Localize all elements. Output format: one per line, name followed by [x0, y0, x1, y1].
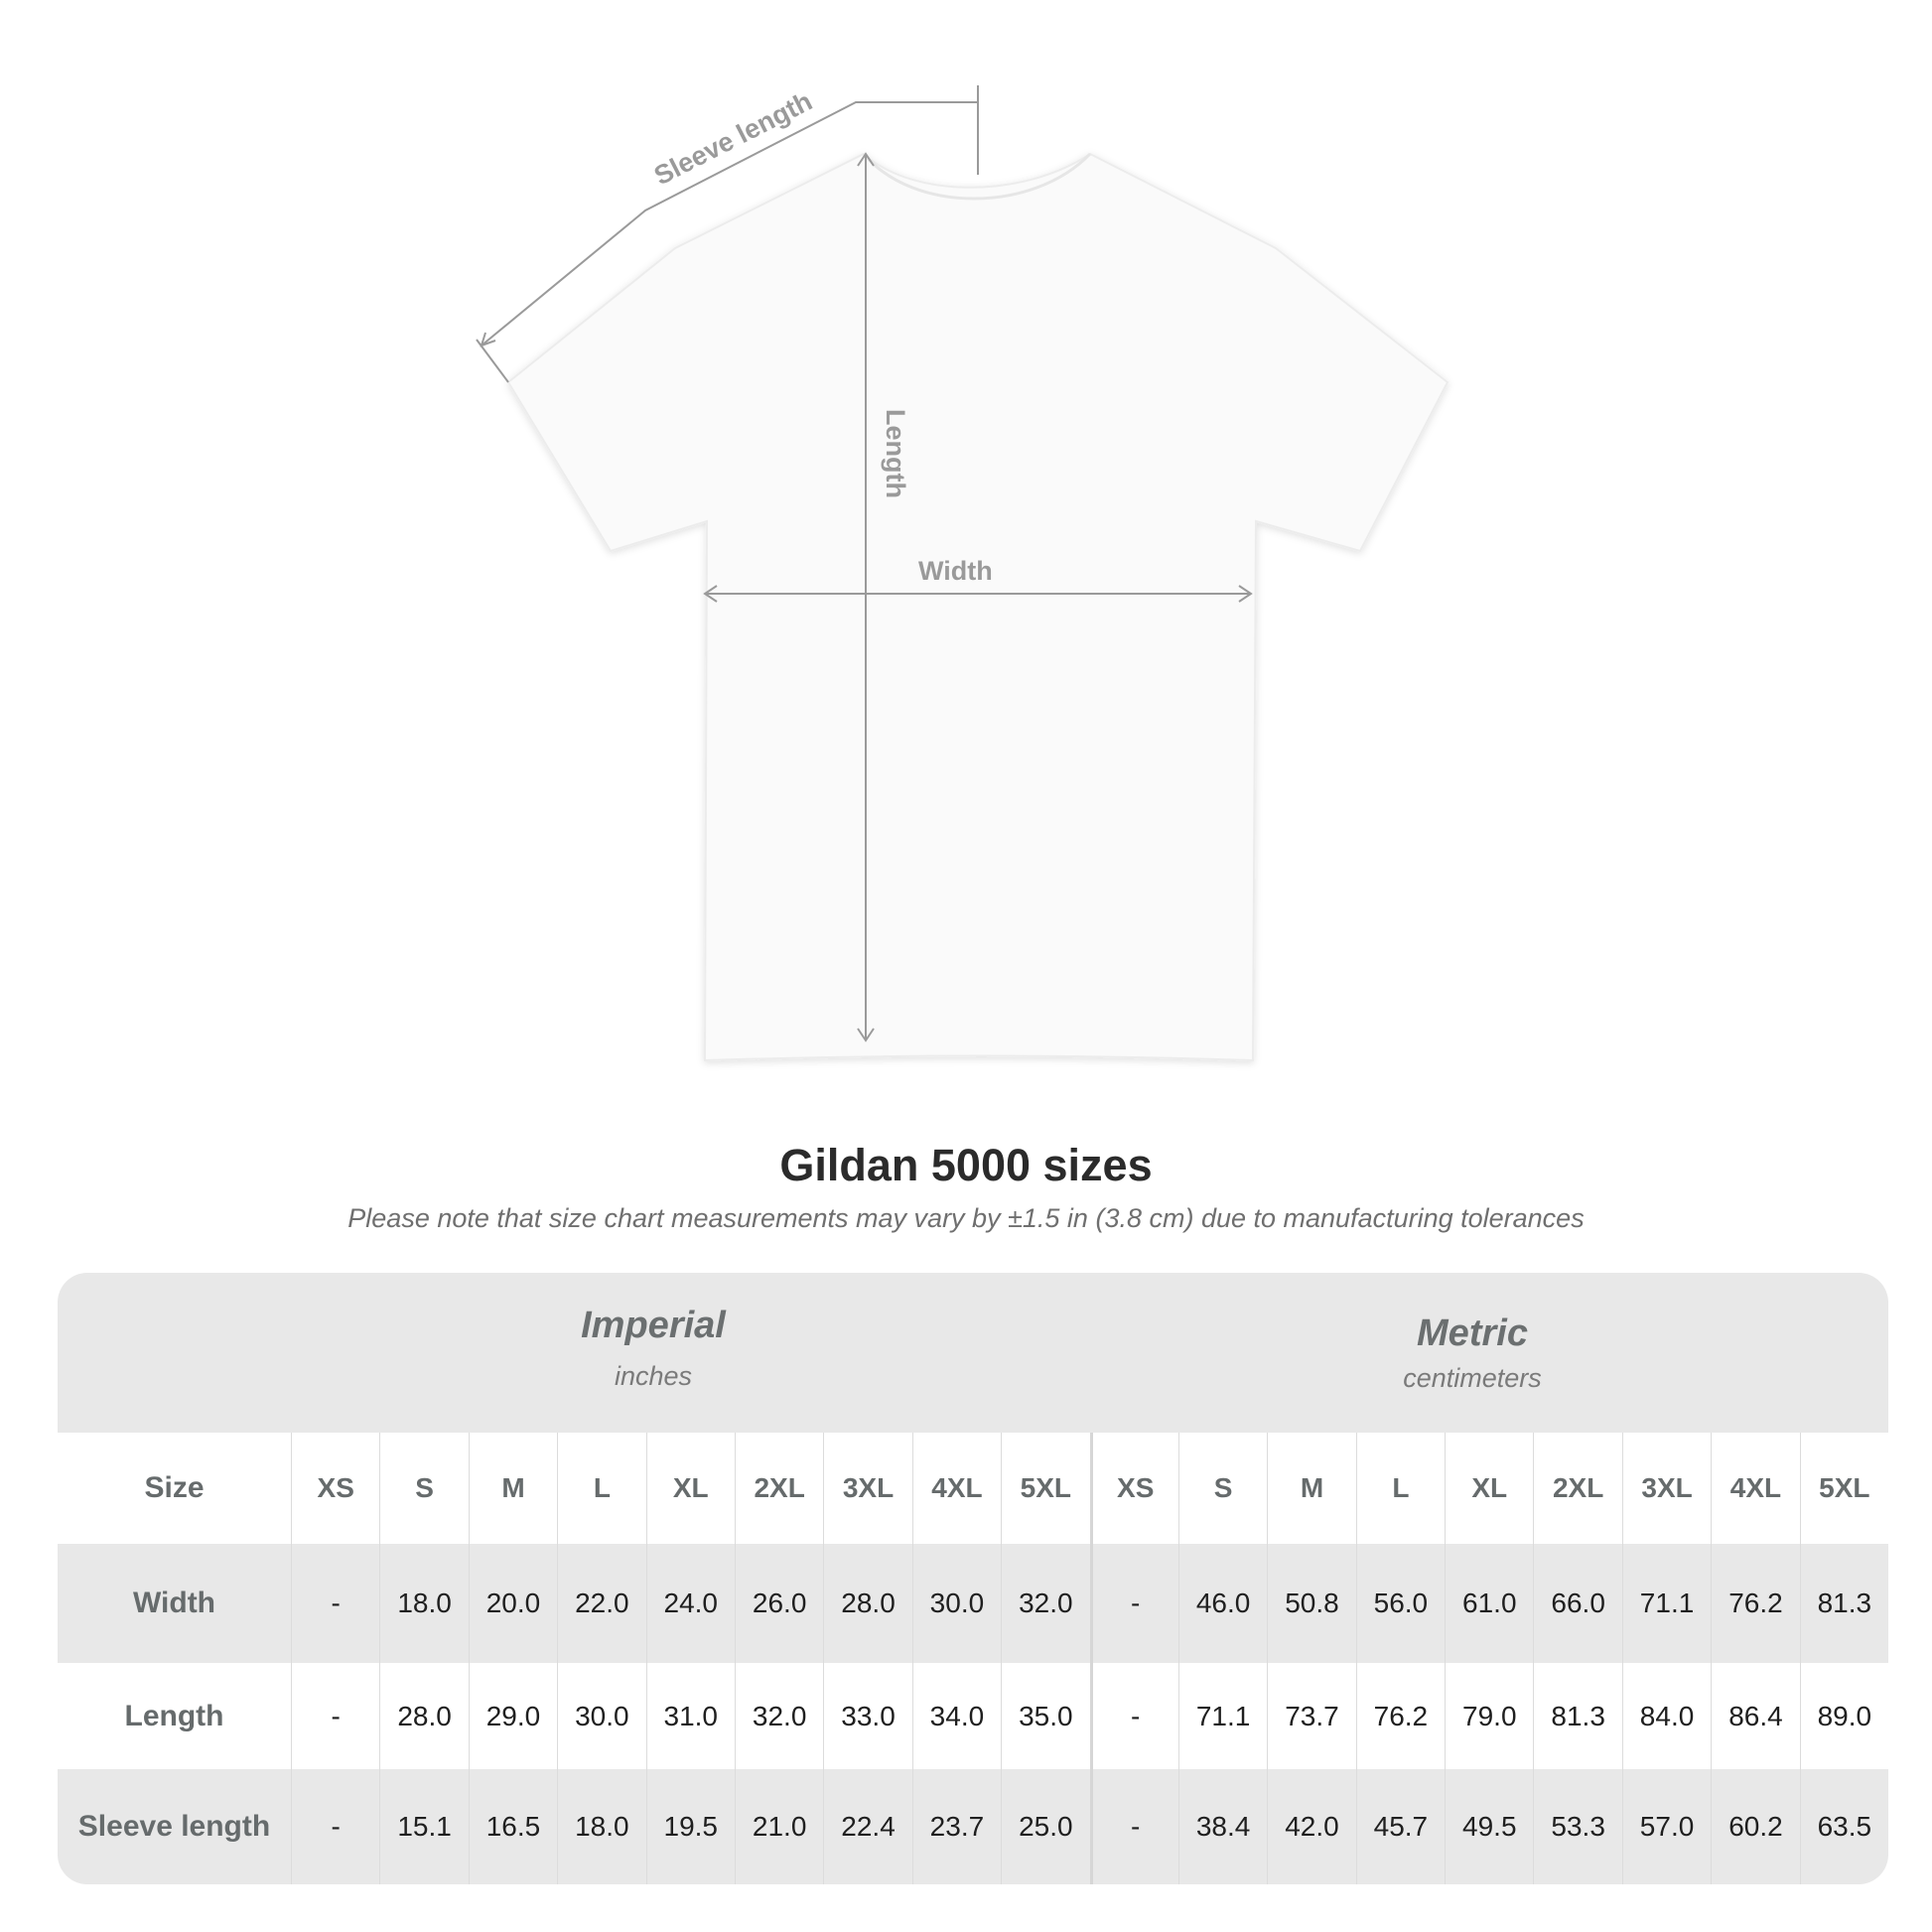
table-cell-imperial: 32.0: [734, 1663, 823, 1769]
table-cell-imperial: 31.0: [645, 1663, 735, 1769]
table-cell-imperial: 28.0: [823, 1544, 911, 1663]
metric-title: Metric: [1417, 1312, 1528, 1354]
size-header-metric: L: [1355, 1433, 1445, 1544]
size-header-metric: M: [1267, 1433, 1355, 1544]
size-header-imperial: L: [557, 1433, 645, 1544]
table-cell-metric: 50.8: [1267, 1544, 1355, 1663]
tshirt-diagram: Sleeve length Length Width: [476, 85, 1449, 1062]
table-cell-metric: -: [1089, 1544, 1178, 1663]
table-cell-metric: 61.0: [1445, 1544, 1533, 1663]
table-cell-metric: 53.3: [1533, 1769, 1621, 1884]
size-header-metric: 4XL: [1711, 1433, 1799, 1544]
table-cell-metric: 79.0: [1445, 1663, 1533, 1769]
table-cell-metric: 76.2: [1711, 1544, 1799, 1663]
table-cell-metric: 60.2: [1711, 1769, 1799, 1884]
table-cell-imperial: 29.0: [468, 1663, 557, 1769]
table-cell-metric: 46.0: [1177, 1544, 1267, 1663]
table-row: Sleeve length -15.1 16.5 18.0 19.5 21.0 22.4 23…: [58, 1769, 1888, 1884]
table-cell-imperial: 19.5: [645, 1769, 735, 1884]
table-cell-metric: -: [1089, 1663, 1178, 1769]
table-cell-metric: -: [1089, 1769, 1178, 1884]
table-cell-metric: 38.4: [1177, 1769, 1267, 1884]
table-cell-metric: 89.0: [1799, 1663, 1888, 1769]
table-cell-imperial: 20.0: [468, 1544, 557, 1663]
table-row: Width -18.0 20.0 22.0 24.0 26.0 28.0 30.0 32.0-4…: [58, 1544, 1888, 1663]
metric-header: Metric centimeters: [1174, 1312, 1770, 1394]
size-header-metric: 3XL: [1621, 1433, 1711, 1544]
size-header-metric: 2XL: [1533, 1433, 1621, 1544]
row-label: Width: [132, 1587, 216, 1619]
table-cell-metric: 86.4: [1711, 1663, 1799, 1769]
table-cell-imperial: 33.0: [823, 1663, 911, 1769]
size-header-imperial: 4XL: [911, 1433, 1001, 1544]
imperial-header: Imperial inches: [355, 1305, 951, 1392]
tolerance-note: Please note that size chart measurements…: [347, 1203, 1585, 1233]
table-cell-metric: 81.3: [1799, 1544, 1888, 1663]
size-header-metric: XL: [1445, 1433, 1533, 1544]
table-cell-imperial: 21.0: [734, 1769, 823, 1884]
row-label: Sleeve length: [77, 1810, 271, 1843]
table-cell-metric: 56.0: [1355, 1544, 1445, 1663]
table-cell-metric: 73.7: [1267, 1663, 1355, 1769]
table-cell-metric: 81.3: [1533, 1663, 1621, 1769]
table-cell-metric: 42.0: [1267, 1769, 1355, 1884]
table-cell-imperial: 30.0: [911, 1544, 1001, 1663]
size-table: Imperial inches Metric centimeters Size X…: [58, 1273, 1888, 1884]
table-cell-imperial: 25.0: [1001, 1769, 1089, 1884]
table-cell-imperial: 24.0: [645, 1544, 735, 1663]
size-header-imperial: 5XL: [1001, 1433, 1089, 1544]
table-cell-metric: 71.1: [1177, 1663, 1267, 1769]
table-cell-imperial: 18.0: [379, 1544, 468, 1663]
table-cell-metric: 49.5: [1445, 1769, 1533, 1884]
table-cell-imperial: 28.0: [379, 1663, 468, 1769]
table-cell-metric: 66.0: [1533, 1544, 1621, 1663]
table-cell-imperial: 35.0: [1001, 1663, 1089, 1769]
table-cell-imperial: -: [291, 1769, 379, 1884]
table-cell-imperial: 22.4: [823, 1769, 911, 1884]
size-header-imperial: 3XL: [823, 1433, 911, 1544]
table-cell-imperial: 15.1: [379, 1769, 468, 1884]
imperial-title: Imperial: [581, 1305, 726, 1346]
size-header-metric: 5XL: [1799, 1433, 1888, 1544]
table-cell-imperial: 30.0: [557, 1663, 645, 1769]
table-cell-imperial: 32.0: [1001, 1544, 1089, 1663]
length-label: Length: [881, 409, 910, 498]
size-header-imperial: 2XL: [734, 1433, 823, 1544]
table-cell-imperial: 18.0: [557, 1769, 645, 1884]
table-cell-metric: 71.1: [1621, 1544, 1711, 1663]
table-cell-imperial: 22.0: [557, 1544, 645, 1663]
page-title: Gildan 5000 sizes: [779, 1140, 1153, 1190]
metric-unit: centimeters: [1403, 1363, 1542, 1393]
table-cell-imperial: 26.0: [734, 1544, 823, 1663]
size-header-imperial: XL: [645, 1433, 735, 1544]
sleeve-arrow: [481, 101, 978, 346]
table-cell-metric: 84.0: [1621, 1663, 1711, 1769]
table-cell-imperial: 34.0: [911, 1663, 1001, 1769]
imperial-unit: inches: [614, 1361, 693, 1391]
tshirt-shape: [506, 152, 1449, 1062]
table-cell-metric: 63.5: [1799, 1769, 1888, 1884]
table-cell-metric: 45.7: [1355, 1769, 1445, 1884]
size-column-label: Size: [144, 1471, 205, 1504]
table-cell-imperial: 16.5: [468, 1769, 557, 1884]
table-cell-imperial: -: [291, 1663, 379, 1769]
size-header-imperial: S: [379, 1433, 468, 1544]
size-header-imperial: M: [468, 1433, 557, 1544]
table-cell-imperial: -: [291, 1544, 379, 1663]
table-cell-imperial: 23.7: [911, 1769, 1001, 1884]
table-row: Length -28.0 29.0 30.0 31.0 32.0 33.0 34.0 35.0-…: [58, 1663, 1888, 1769]
row-label: Length: [124, 1699, 224, 1732]
sleeve-label: Sleeve length: [649, 86, 817, 192]
size-header-metric: S: [1177, 1433, 1267, 1544]
table-cell-metric: 57.0: [1621, 1769, 1711, 1884]
width-label: Width: [918, 556, 993, 586]
size-header-imperial: XS: [291, 1433, 379, 1544]
table-cell-metric: 76.2: [1355, 1663, 1445, 1769]
size-header-row: Size XS S M L XL 2XL 3XL 4XL 5XL XS S M L XL 2XL 3XL 4XL 5…: [58, 1433, 1888, 1544]
size-header-metric: XS: [1089, 1433, 1178, 1544]
